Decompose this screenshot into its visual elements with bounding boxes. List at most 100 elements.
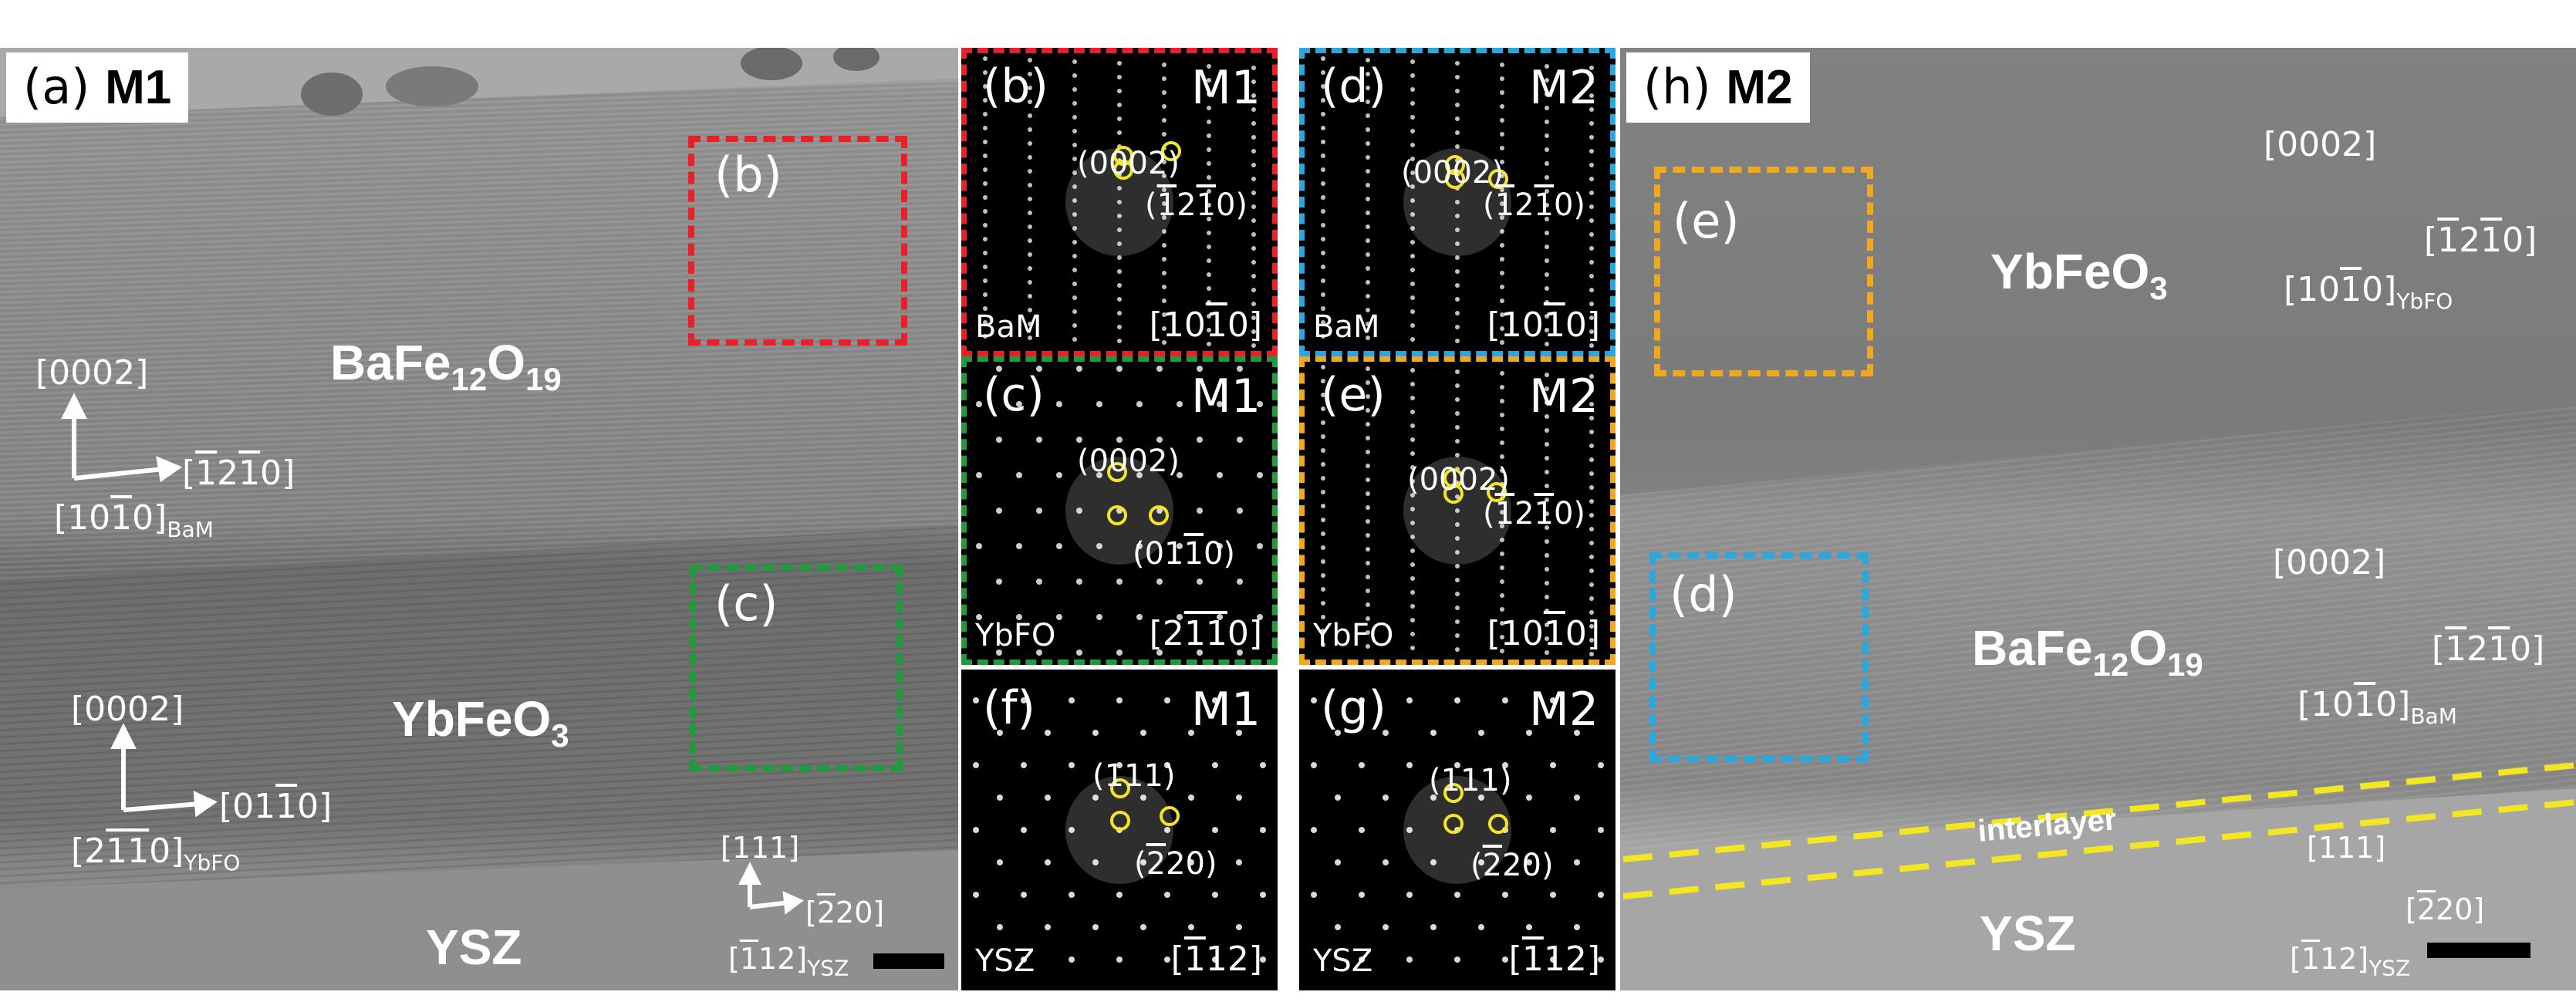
diffraction-spot — [1021, 827, 1027, 833]
diffraction-spot — [1410, 437, 1415, 442]
diffraction-spot — [1410, 410, 1415, 414]
diffraction-spot — [1574, 924, 1580, 930]
panel-a-bam-right-label: [1210] — [182, 454, 295, 493]
diffraction-spot — [1116, 366, 1123, 372]
diffraction-spot — [1096, 472, 1102, 478]
panel-a-bam-up-label: [0002] — [35, 353, 149, 393]
diffraction-spot — [1455, 339, 1460, 343]
diffraction-spot — [1410, 521, 1415, 525]
diffraction-spot — [1359, 697, 1365, 703]
diffraction-spot — [1162, 229, 1166, 234]
diffraction-spot — [1598, 827, 1604, 833]
interlayer-bottom-line — [1622, 799, 2576, 899]
fft-zone-axis-label: [1010] — [1149, 305, 1262, 345]
diffraction-spot — [1251, 121, 1256, 126]
diffraction-spot — [1500, 62, 1504, 67]
diffraction-spot — [1072, 129, 1077, 133]
diffraction-spot — [1076, 437, 1082, 443]
diffraction-spot — [1217, 472, 1223, 478]
diffraction-spot — [1117, 75, 1122, 79]
diffraction-spot — [1162, 271, 1166, 275]
diffraction-spot — [1366, 561, 1370, 565]
diffraction-spot — [1410, 268, 1415, 272]
diffraction-spot — [1502, 762, 1508, 768]
diffraction-spot — [1096, 401, 1102, 407]
diffraction-spot — [1500, 76, 1504, 81]
diffraction-spot — [1410, 212, 1415, 217]
diffraction-spot — [1335, 730, 1341, 736]
diffraction-spot — [983, 278, 988, 283]
panel-a-bam-right-arrow — [73, 467, 164, 481]
diffraction-spot — [1117, 297, 1122, 302]
diffraction-spot — [1251, 135, 1256, 140]
diffraction-spot — [1321, 379, 1325, 383]
diffraction-spot — [1366, 72, 1370, 76]
diffraction-spot — [1589, 513, 1594, 518]
panel-h-region-e-label: (e) — [1673, 193, 1740, 249]
diffraction-spot — [1545, 511, 1549, 516]
diffraction-spot — [1410, 129, 1415, 133]
diffraction-spot — [1455, 383, 1460, 388]
diffraction-spot — [1598, 892, 1604, 898]
diffraction-spot — [1257, 614, 1263, 620]
diffraction-spot — [1545, 286, 1549, 291]
diffraction-spot — [1589, 163, 1594, 167]
diffraction-spot — [1136, 472, 1143, 478]
diffraction-spot — [1455, 453, 1460, 457]
diffraction-spot — [1410, 295, 1415, 300]
fft-material-label: YbFO — [975, 618, 1056, 653]
fft-panel-sample: M2 — [1529, 369, 1599, 423]
diffraction-spot — [1455, 241, 1460, 246]
diffraction-spot — [1028, 58, 1032, 62]
diffraction-spot — [1589, 638, 1594, 643]
fft-spot-label-1: (111) — [1429, 763, 1512, 798]
diffraction-spot — [1117, 241, 1122, 246]
fft-pattern-b — [983, 56, 1256, 348]
diffraction-spot — [1366, 238, 1370, 243]
diffraction-spot — [1550, 892, 1556, 898]
fft-zone-axis-label: [1010] — [1487, 614, 1600, 653]
diffraction-spot — [1117, 130, 1122, 135]
diffraction-spot — [1500, 146, 1504, 150]
diffraction-spot — [1197, 649, 1203, 656]
diffraction-spot — [1478, 859, 1484, 865]
interlayer-top-line — [1622, 762, 2576, 862]
diffraction-spot — [1500, 427, 1504, 431]
diffraction-spot — [1136, 543, 1143, 549]
diffraction-spot — [1589, 402, 1594, 407]
diffraction-spot — [983, 265, 988, 269]
diffraction-spot — [1500, 413, 1504, 417]
diffraction-spot — [1207, 342, 1211, 346]
diffraction-spot — [1056, 614, 1062, 620]
diffraction-spot — [1217, 614, 1223, 620]
diffraction-spot — [1321, 629, 1325, 633]
diffraction-spot — [1545, 78, 1549, 83]
diffraction-spot — [1117, 214, 1122, 218]
diffraction-spot — [1212, 762, 1218, 768]
diffraction-spot — [1321, 504, 1325, 508]
diffraction-spot — [1311, 827, 1317, 833]
diffraction-spot — [1311, 892, 1317, 898]
diffraction-spot — [1410, 562, 1415, 567]
diffraction-spot — [1366, 197, 1370, 201]
diffraction-spot — [997, 859, 1003, 865]
diffraction-spot — [1526, 795, 1532, 801]
diffraction-spot — [983, 70, 988, 75]
diffraction-spot — [1359, 956, 1365, 963]
panel-h-ysz-label: YSZ — [1980, 906, 2076, 961]
diffraction-spot — [1069, 956, 1075, 963]
diffraction-spot — [1545, 567, 1549, 572]
panel-a-ysz-right-arrow — [749, 900, 789, 909]
diffraction-spot — [1207, 64, 1211, 69]
diffraction-spot — [1321, 320, 1325, 325]
diffraction-spot — [1237, 437, 1243, 443]
diffraction-spot — [1162, 90, 1166, 95]
diffraction-spot — [1321, 306, 1325, 311]
diffraction-spot — [1197, 508, 1203, 514]
diffraction-spot — [1321, 167, 1325, 172]
panel-a-bafe12o19-label: BaFe12O19 — [330, 335, 562, 397]
diffraction-spot — [1545, 622, 1549, 627]
diffraction-spot — [1207, 272, 1211, 277]
diffraction-spot — [1156, 649, 1163, 656]
diffraction-spot — [1156, 437, 1163, 443]
